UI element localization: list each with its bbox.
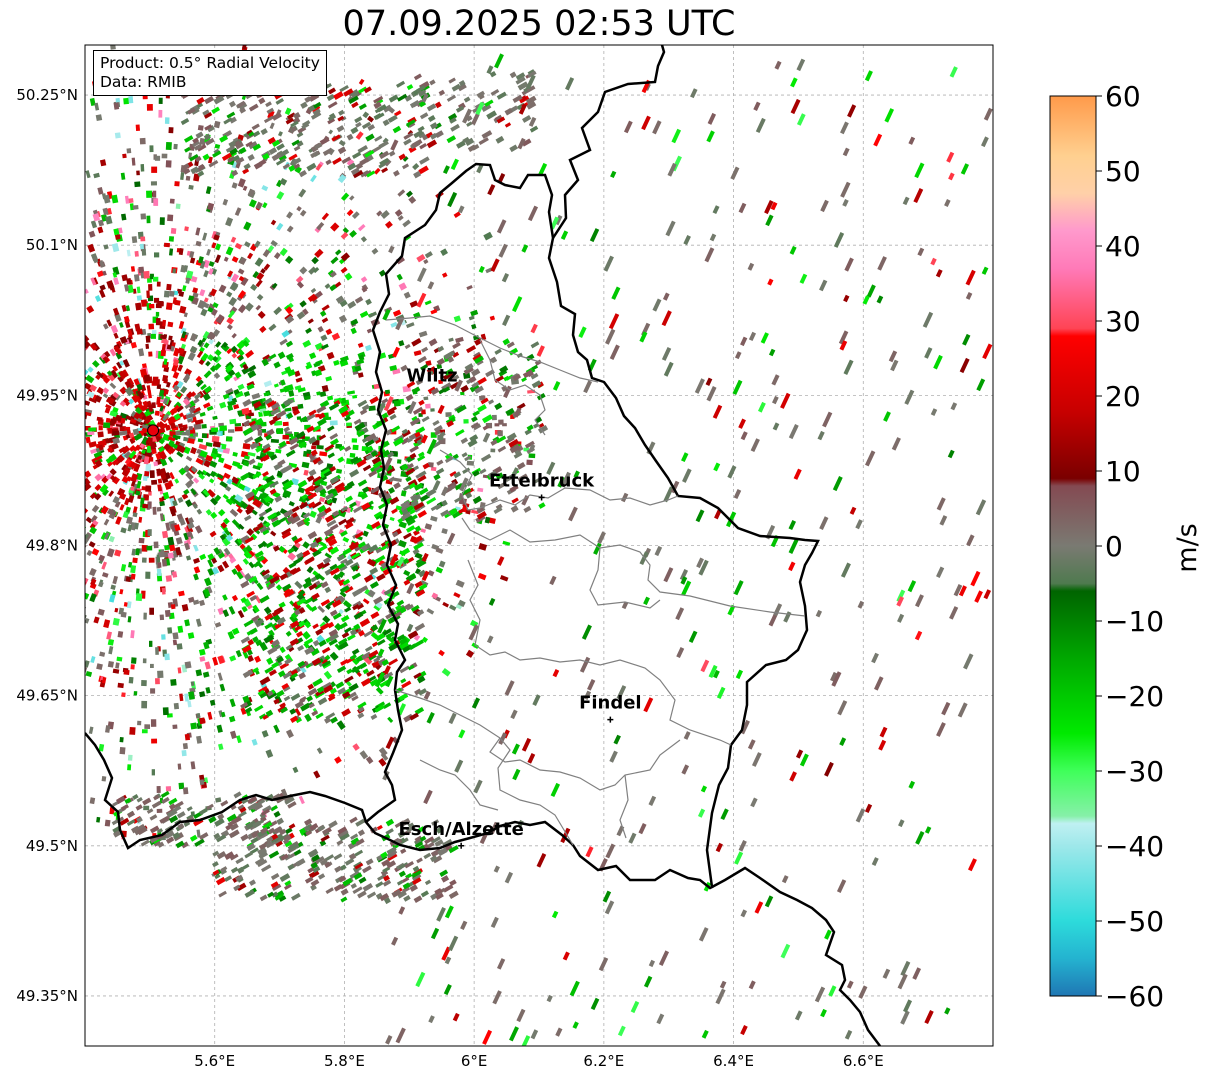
lon-tick-label: 5.6°E: [194, 1052, 235, 1070]
lat-tick-label: 49.35°N: [16, 987, 78, 1005]
city-label: Findel: [579, 693, 642, 714]
colorbar-tick-label: 40: [1105, 230, 1141, 263]
colorbar-tick-label: 20: [1105, 380, 1141, 413]
lat-tick-label: 49.5°N: [26, 837, 78, 855]
colorbar-tick-label: −60: [1105, 980, 1164, 1013]
lat-tick-label: 50.25°N: [16, 86, 78, 104]
colorbar-tick-label: 60: [1105, 80, 1141, 113]
lon-tick-label: 6°E: [461, 1052, 488, 1070]
lon-tick-label: 6.4°E: [713, 1052, 754, 1070]
colorbar-tick-label: 50: [1105, 155, 1141, 188]
city-label: Ettelbruck: [489, 470, 595, 491]
radar-echoes: [85, 45, 993, 1046]
france-germany-border: [711, 866, 881, 1046]
data-source-label: Data: RMIB: [100, 73, 187, 91]
city-label: Wiltz: [406, 365, 457, 386]
info-box: Product: 0.5° Radial Velocity Data: RMIB: [93, 50, 327, 96]
city-labels: Wiltz Ettelbruck Findel Esch/Alzette: [399, 365, 642, 849]
city-marker: [538, 494, 545, 501]
lon-tick-label: 5.8°E: [324, 1052, 365, 1070]
axis-labels: 5.6°E 5.8°E 6°E 6.2°E 6.4°E 6.6°E 50.25°N 50.1°…: [16, 86, 883, 1070]
city-marker: [607, 716, 614, 723]
colorbar-tick-label: −20: [1105, 680, 1164, 713]
colorbar-tick-label: −50: [1105, 905, 1164, 938]
colorbar-scale: [1049, 95, 1097, 997]
map-frame: [84, 44, 994, 1047]
city-marker: [458, 842, 465, 849]
colorbar-label: m/s: [1172, 523, 1203, 572]
belgium-germany-border: [551, 45, 666, 239]
lat-tick-label: 49.95°N: [16, 386, 78, 404]
colorbar-tick-label: −30: [1105, 755, 1164, 788]
canton-boundaries: [385, 315, 806, 846]
colorbar-tick-label: −10: [1105, 605, 1164, 638]
city-label: Esch/Alzette: [399, 819, 524, 840]
lat-tick-label: 49.8°N: [26, 537, 78, 555]
colorbar-tick-label: 30: [1105, 305, 1141, 338]
product-label: Product: 0.5° Radial Velocity: [100, 54, 320, 72]
colorbar: 60 50 40 30 20 10 0 −10 −20 −30 −40 −50 −60 m/s: [1049, 80, 1203, 1013]
lon-tick-label: 6.6°E: [843, 1052, 884, 1070]
map-title: 07.09.2025 02:53 UTC: [342, 4, 736, 44]
lat-tick-label: 49.65°N: [16, 687, 78, 705]
lon-tick-label: 6.2°E: [583, 1052, 624, 1070]
luxembourg-border: [364, 162, 820, 890]
lat-tick-label: 50.1°N: [26, 236, 78, 254]
belgium-france-border: [85, 732, 368, 850]
colorbar-tick-label: −40: [1105, 830, 1164, 863]
borders: [85, 45, 881, 1046]
colorbar-tick-label: 0: [1105, 530, 1123, 563]
radar-site-marker: [147, 424, 160, 437]
colorbar-tick-label: 10: [1105, 455, 1141, 488]
